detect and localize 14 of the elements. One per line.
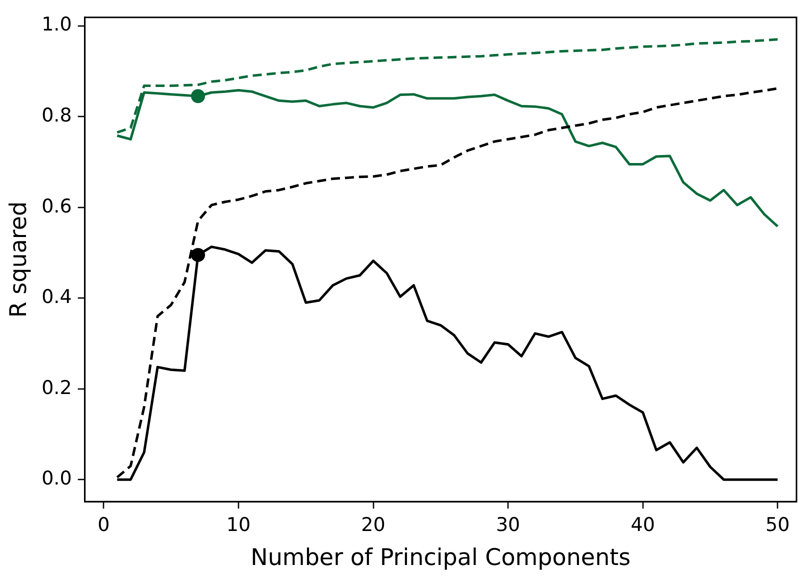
x-tick-label: 10: [226, 514, 251, 536]
y-tick-label: 0.4: [42, 286, 72, 308]
y-tick-label: 0.0: [42, 468, 72, 490]
x-axis-title: Number of Principal Components: [250, 545, 631, 572]
x-tick-label: 30: [496, 514, 520, 536]
x-tick-label: 20: [361, 514, 386, 536]
x-tick-label: 40: [630, 514, 655, 536]
y-tick-label: 0.8: [42, 104, 72, 126]
y-tick-label: 1.0: [42, 14, 72, 36]
y-tick-label: 0.6: [42, 195, 72, 218]
x-tick-label: 50: [766, 514, 790, 536]
y-axis-title: R squared: [6, 201, 32, 318]
x-tick-label: 0: [98, 514, 110, 536]
y-tick-label: 0.2: [42, 376, 72, 399]
